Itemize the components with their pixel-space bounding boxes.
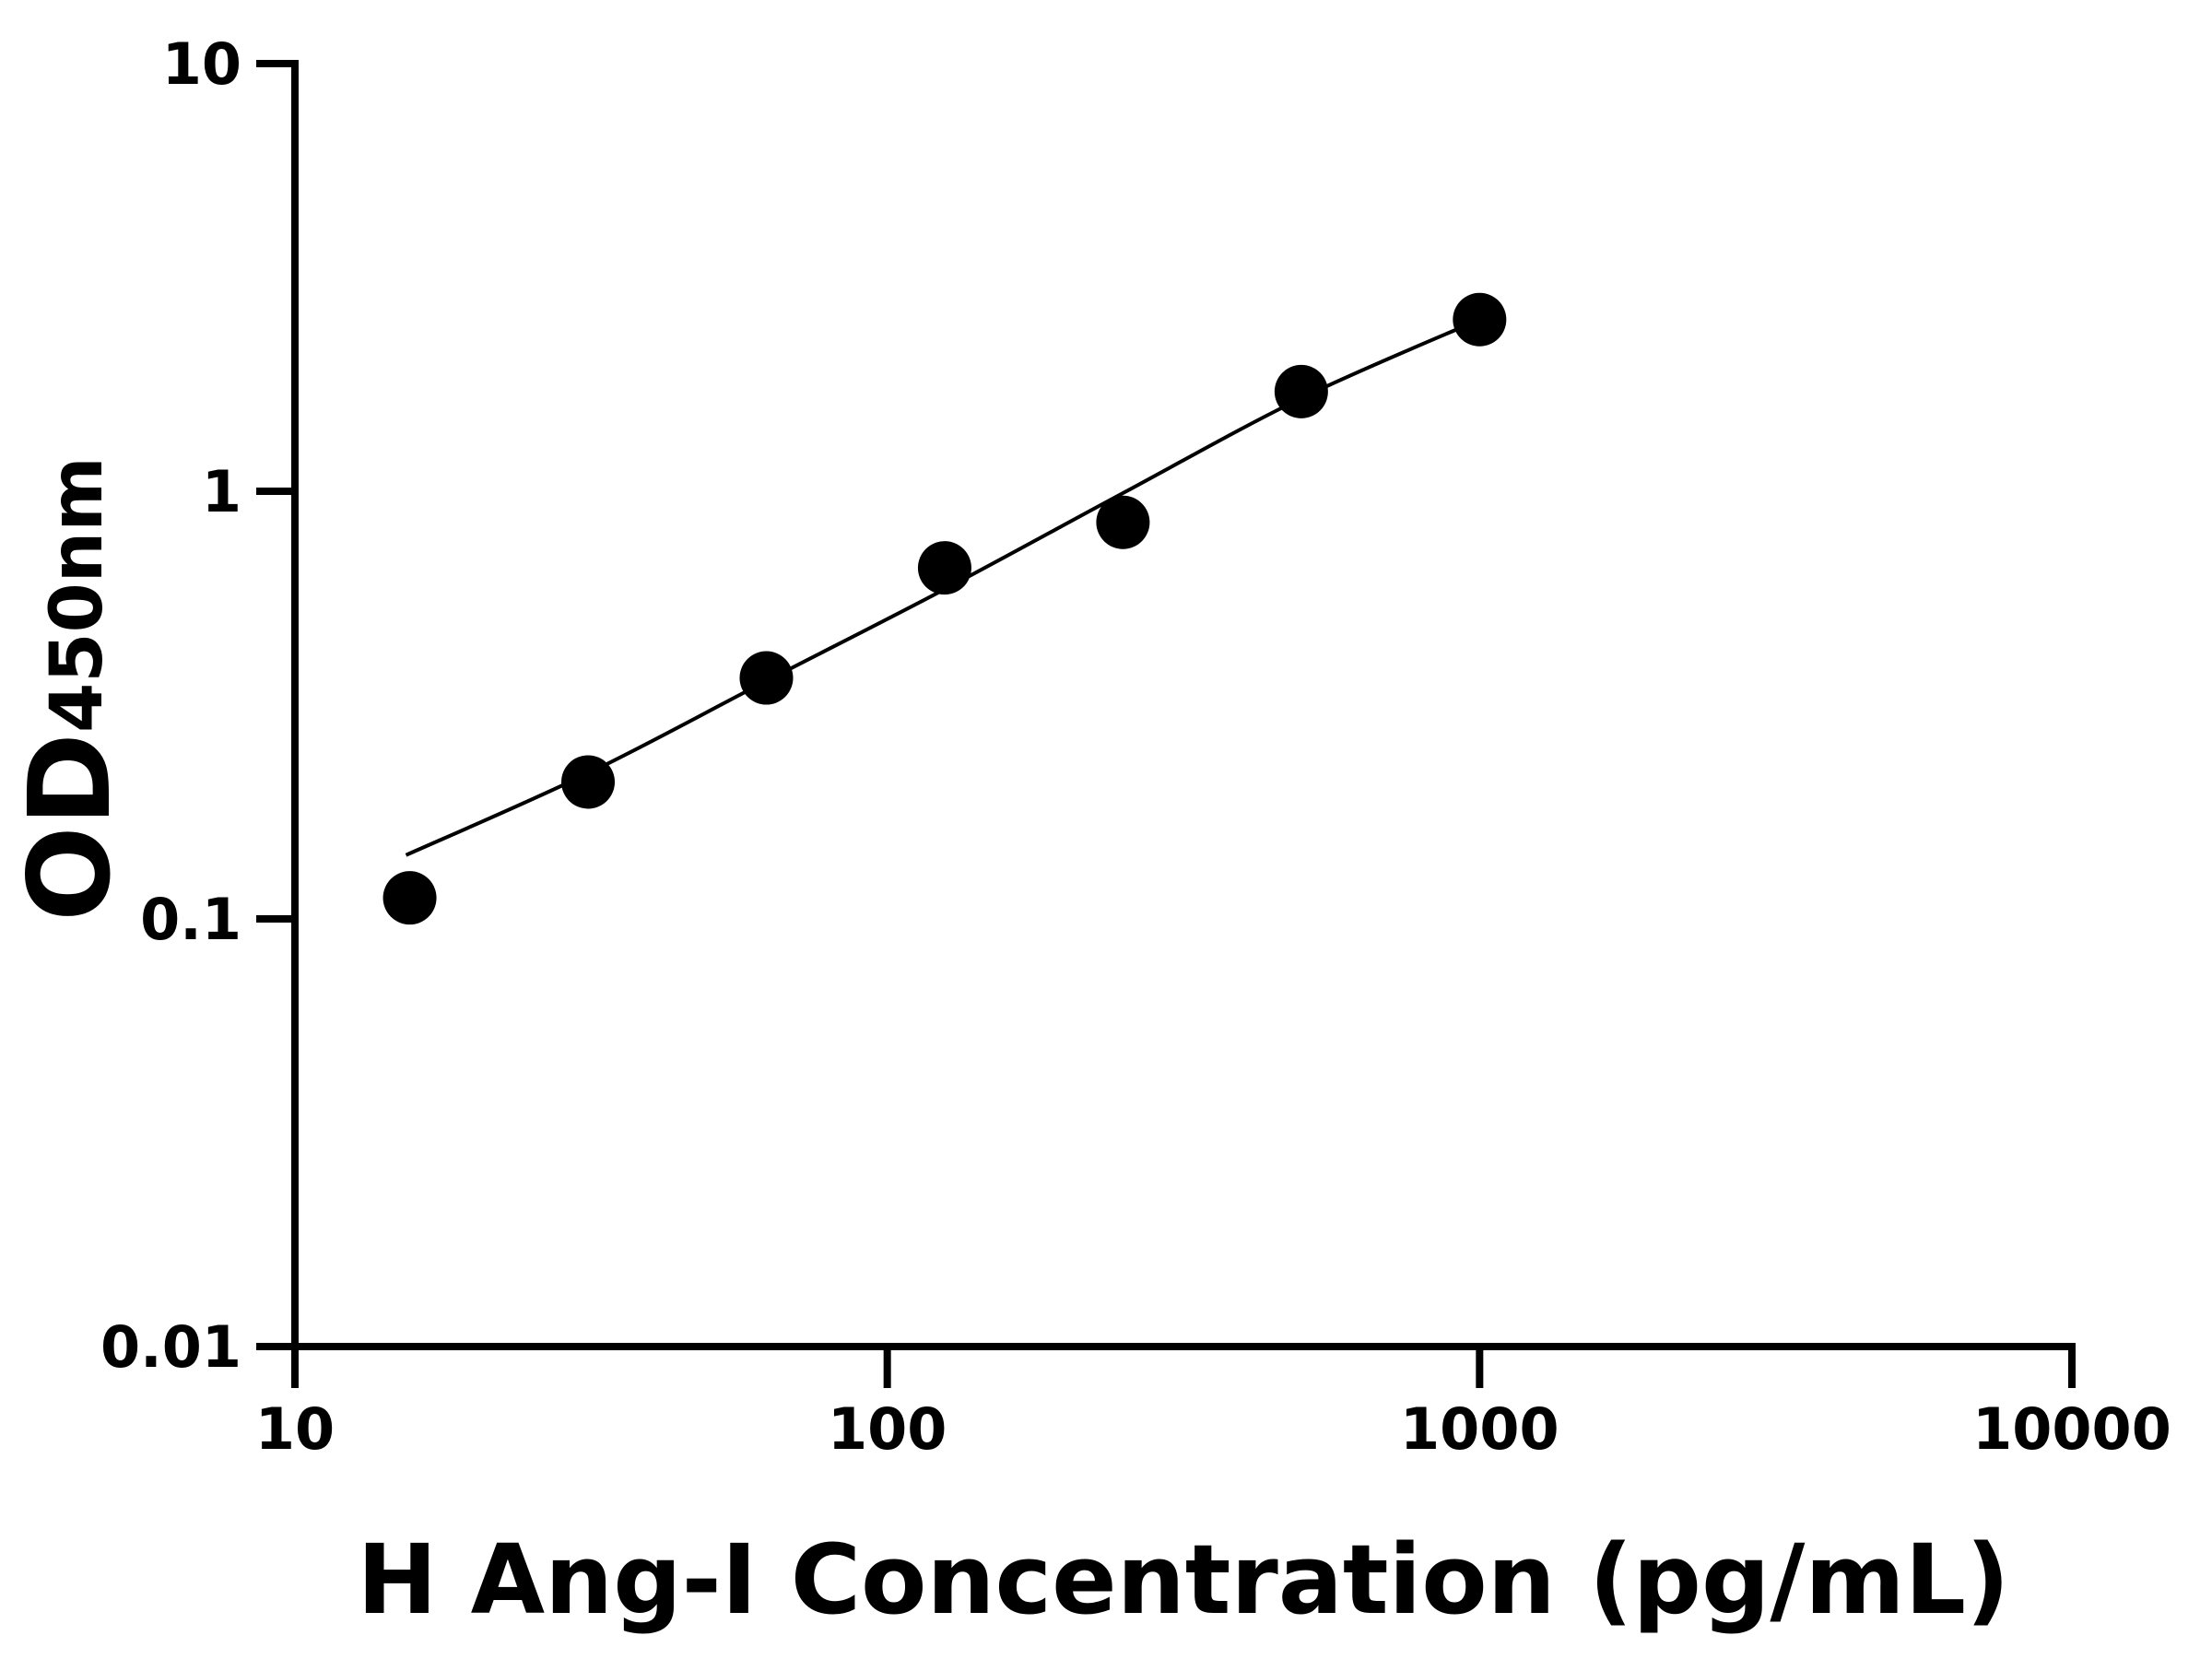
- x-tick-label: 10000: [1972, 1395, 2171, 1463]
- y-tick-label: 0.1: [140, 886, 241, 953]
- x-tick-label: 100: [828, 1395, 947, 1463]
- data-point: [561, 755, 616, 809]
- x-tick-label: 10: [255, 1395, 335, 1463]
- data-point: [739, 651, 794, 705]
- y-tick-label: 0.01: [100, 1313, 241, 1381]
- y-ticks: 10 1 0.1 0.01: [100, 30, 295, 1381]
- y-axis-title: OD450nm: [5, 456, 135, 922]
- y-axis-title-main: OD: [5, 733, 135, 922]
- data-point: [1096, 495, 1150, 549]
- x-tick-label: 1000: [1400, 1395, 1559, 1463]
- x-ticks: 10 100 1000 10000: [255, 1347, 2171, 1463]
- svg-text:OD450nm: OD450nm: [5, 456, 135, 922]
- y-axis-title-subscript: 450nm: [36, 456, 119, 733]
- data-point: [1453, 292, 1507, 347]
- y-tick-label: 1: [202, 458, 241, 525]
- data-point: [382, 871, 437, 925]
- data-point: [917, 541, 971, 595]
- data-points: [382, 292, 1507, 925]
- x-axis-title: H Ang-I Concentration (pg/mL): [357, 1524, 2009, 1636]
- y-tick-label: 10: [162, 30, 241, 98]
- axes: [291, 60, 2076, 1350]
- data-point: [1274, 364, 1328, 418]
